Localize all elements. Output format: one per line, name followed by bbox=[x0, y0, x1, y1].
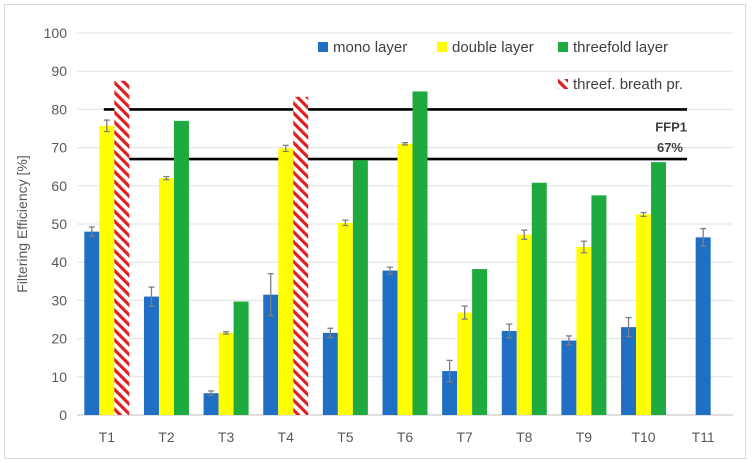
bar-threefold-layer[interactable] bbox=[233, 301, 249, 415]
bar-double-layer[interactable] bbox=[337, 222, 353, 415]
bar-threefold-layer[interactable] bbox=[531, 182, 547, 415]
ffp1-label: FFP1 bbox=[655, 119, 687, 134]
y-tick-label: 30 bbox=[51, 292, 67, 308]
bar-chart: FFP1 67% 0 10 20 30 40 50 60 70 80 90 100 Filtering … bbox=[14, 25, 733, 445]
bar-mono-layer[interactable] bbox=[84, 231, 100, 415]
x-tick-label: T8 bbox=[516, 429, 533, 445]
y-tick-label: 40 bbox=[51, 254, 67, 270]
bar-threefold-layer[interactable] bbox=[352, 160, 368, 415]
x-tick-label: T2 bbox=[158, 429, 175, 445]
bar-mono-layer[interactable] bbox=[621, 327, 637, 415]
bar-threefold-layer[interactable] bbox=[651, 162, 667, 415]
reference-lines: FFP1 67% bbox=[103, 108, 687, 161]
y-tick-label: 20 bbox=[51, 331, 67, 347]
y-tick-label: 100 bbox=[44, 25, 68, 41]
legend-swatch bbox=[437, 42, 447, 52]
bar-threefold-layer[interactable] bbox=[472, 269, 488, 415]
legend-swatch bbox=[558, 79, 568, 89]
chart-container: FFP1 67% 0 10 20 30 40 50 60 70 80 90 100 Filtering … bbox=[4, 4, 746, 459]
legend-swatch bbox=[558, 42, 568, 52]
legend-label: threefold layer bbox=[573, 39, 668, 56]
x-tick-label: T6 bbox=[397, 429, 414, 445]
y-tick-label: 0 bbox=[59, 407, 67, 423]
error-bars bbox=[88, 119, 707, 397]
legend-swatch bbox=[318, 42, 328, 52]
bar-mono-layer[interactable] bbox=[143, 296, 159, 415]
x-tick-label: T1 bbox=[99, 429, 116, 445]
x-tick-label: T7 bbox=[456, 429, 473, 445]
bar-threefold-layer[interactable] bbox=[412, 91, 428, 416]
bar-mono-layer[interactable] bbox=[695, 237, 711, 415]
bar-mono-layer[interactable] bbox=[501, 330, 517, 415]
y-tick-label: 70 bbox=[51, 140, 67, 156]
legend: mono layer double layer threefold layer thr… bbox=[318, 39, 683, 93]
bar-threefold-layer[interactable] bbox=[173, 120, 189, 416]
bar-double-layer[interactable] bbox=[99, 125, 115, 416]
x-tick-label: T4 bbox=[278, 429, 295, 445]
bar-mono-layer[interactable] bbox=[263, 294, 279, 415]
bars bbox=[84, 80, 711, 416]
legend-label: mono layer bbox=[333, 39, 407, 56]
bar-mono-layer[interactable] bbox=[322, 332, 338, 415]
bar-mono-layer[interactable] bbox=[382, 270, 398, 415]
bar-double-layer[interactable] bbox=[218, 332, 234, 415]
y-axis-title: Filtering Efficiency [%] bbox=[14, 155, 30, 292]
bar-threefold-layer[interactable] bbox=[591, 195, 607, 415]
bar-double-layer[interactable] bbox=[516, 234, 532, 415]
bar-double-layer[interactable] bbox=[397, 143, 413, 415]
y-tick-label: 50 bbox=[51, 216, 67, 232]
legend-label: threef. breath pr. bbox=[573, 76, 683, 93]
axes: 0 10 20 30 40 50 60 70 80 90 100 Filtering Efficien… bbox=[14, 25, 715, 445]
bar-double-layer[interactable] bbox=[158, 178, 174, 415]
bar-double-layer[interactable] bbox=[636, 214, 652, 415]
x-tick-label: T3 bbox=[218, 429, 235, 445]
x-tick-label: T9 bbox=[576, 429, 593, 445]
x-tick-label: T10 bbox=[631, 429, 655, 445]
bar-threef-breath-pr[interactable] bbox=[114, 80, 130, 415]
bar-double-layer[interactable] bbox=[576, 246, 592, 415]
y-tick-label: 10 bbox=[51, 369, 67, 385]
legend-label: double layer bbox=[452, 39, 534, 56]
bar-threef-breath-pr[interactable] bbox=[293, 96, 309, 415]
y-tick-label: 90 bbox=[51, 63, 67, 79]
bar-double-layer[interactable] bbox=[278, 148, 294, 415]
reference-67-label: 67% bbox=[657, 140, 683, 155]
x-tick-label: T5 bbox=[337, 429, 354, 445]
bar-mono-layer[interactable] bbox=[561, 340, 577, 415]
bar-mono-layer[interactable] bbox=[442, 371, 458, 415]
x-tick-label: T11 bbox=[692, 429, 715, 445]
bar-double-layer[interactable] bbox=[457, 312, 473, 415]
y-tick-label: 80 bbox=[51, 101, 67, 117]
bar-mono-layer[interactable] bbox=[203, 393, 219, 415]
y-tick-label: 60 bbox=[51, 178, 67, 194]
